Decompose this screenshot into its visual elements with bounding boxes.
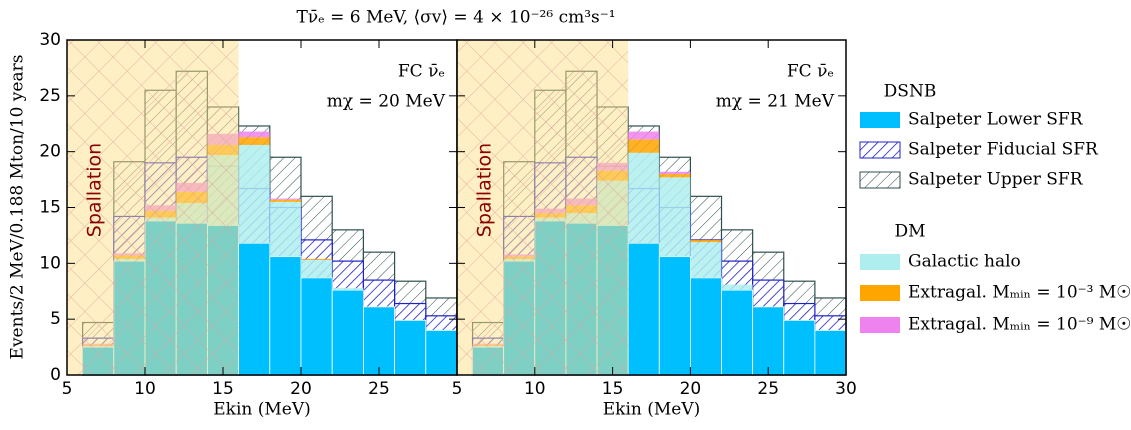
bar (752, 306, 785, 376)
bar (301, 259, 333, 278)
bar (362, 306, 395, 376)
annotation: mχ = 21 MeV (716, 92, 835, 112)
legend-swatch (860, 285, 900, 301)
y-tick-label: 25 (39, 86, 61, 106)
annotation: FC ν̄ₑ (398, 62, 445, 82)
legend-group-title: DM (894, 222, 925, 242)
bar (814, 329, 847, 376)
bar (721, 289, 754, 376)
x-tick-label: 25 (368, 379, 390, 399)
bar (238, 242, 271, 376)
x-tick-label: 10 (524, 379, 546, 399)
bar (659, 174, 691, 178)
legend-label: Extragal. Mₘᵢₙ = 10⁻⁹ M☉ (908, 315, 1131, 335)
x-tick-label: 30 (835, 379, 857, 399)
bar (628, 131, 660, 140)
bar (300, 277, 333, 376)
y-tick-label: 15 (39, 198, 61, 218)
x-tick-label: 20 (290, 379, 312, 399)
legend-swatch (859, 171, 901, 189)
x-tick-label: 25 (757, 379, 779, 399)
x-axis-label: Ekin (MeV) (603, 400, 701, 420)
shade-label: Spallation (474, 143, 496, 237)
y-tick-label: 20 (39, 142, 61, 162)
bar (628, 139, 660, 153)
x-tick-label: 15 (212, 379, 234, 399)
bar (425, 329, 458, 376)
legend-swatch (860, 112, 900, 128)
y-tick-label: 10 (39, 253, 61, 273)
annotation: mχ = 20 MeV (327, 92, 446, 112)
legend-swatch (859, 141, 901, 159)
legend-group-title: DSNB (884, 82, 937, 102)
bar (269, 201, 301, 257)
bar (690, 239, 722, 243)
legend-label: Galactic halo (908, 252, 1021, 272)
legend-label: Salpeter Lower SFR (908, 110, 1084, 130)
bar (269, 199, 301, 202)
bar (721, 284, 753, 291)
x-tick-label: 15 (602, 379, 624, 399)
bar (628, 152, 660, 244)
shade-hatch (457, 40, 629, 375)
bar (331, 289, 364, 376)
bar (332, 287, 364, 291)
y-tick-label: 30 (39, 30, 61, 50)
x-axis-label: Ekin (MeV) (213, 400, 311, 420)
bar (659, 171, 691, 174)
bar (238, 131, 270, 138)
bar (627, 242, 660, 376)
bar (269, 256, 302, 376)
legend-label: Extragal. Mₘᵢₙ = 10⁻³ M☉ (908, 283, 1131, 303)
y-tick-label: 5 (50, 309, 61, 329)
bar (301, 258, 333, 260)
bar (690, 277, 722, 376)
x-tick-label: 10 (134, 379, 156, 399)
bar (783, 319, 816, 376)
annotation: FC ν̄ₑ (787, 62, 834, 82)
shade-hatch (67, 40, 239, 375)
bar (690, 242, 722, 278)
legend-label: Salpeter Fiducial SFR (908, 140, 1099, 160)
bar (238, 144, 270, 244)
x-tick-label: 5 (452, 379, 463, 399)
bar (394, 319, 427, 376)
bar (269, 198, 301, 200)
shade-label: Spallation (84, 143, 106, 237)
y-axis-label: Events/2 MeV/0.188 Mton/10 years (8, 55, 28, 360)
bar (238, 137, 270, 145)
chart-title: Tν̄ₑ = 6 MeV, ⟨σv⟩ = 4 × 10⁻²⁶ cm³s⁻¹ (296, 8, 615, 28)
y-tick-label: 0 (50, 365, 61, 385)
x-tick-label: 5 (62, 379, 73, 399)
legend-swatch (860, 254, 900, 270)
legend-swatch (860, 317, 900, 333)
bar (659, 177, 691, 257)
x-tick-label: 20 (680, 379, 702, 399)
bar (658, 256, 691, 376)
legend-label: Salpeter Upper SFR (908, 170, 1084, 190)
